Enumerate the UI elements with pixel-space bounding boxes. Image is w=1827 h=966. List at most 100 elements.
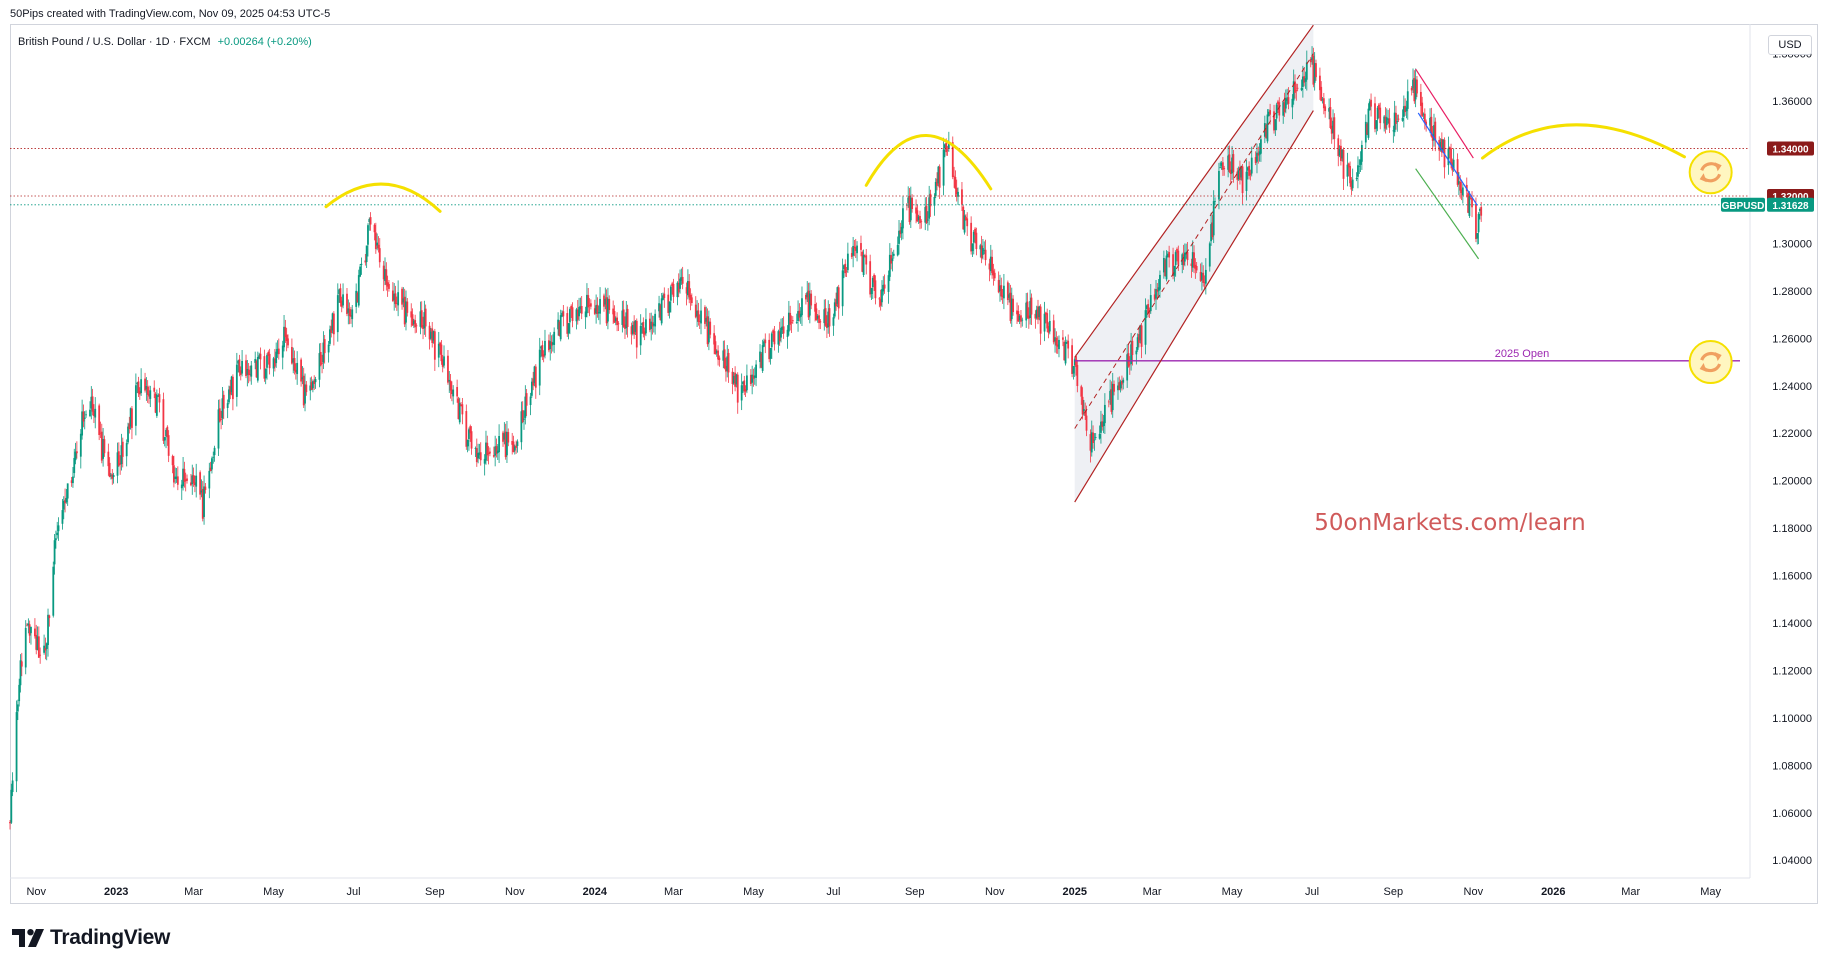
candle <box>319 342 322 367</box>
candle-body <box>272 358 275 369</box>
candle-body <box>521 410 524 423</box>
candle <box>1219 161 1222 169</box>
candle <box>356 291 359 303</box>
candle <box>1396 114 1399 132</box>
candle <box>962 205 965 230</box>
candle <box>626 304 629 338</box>
candle <box>1135 346 1138 365</box>
currency-selector[interactable]: USD <box>1768 35 1812 55</box>
candle-body <box>1425 121 1428 125</box>
candle <box>634 320 637 336</box>
x-tick-label: May <box>743 886 764 898</box>
x-tick-label: Nov <box>985 886 1005 898</box>
candle-body <box>700 310 702 324</box>
candle-body <box>991 256 994 273</box>
candle <box>561 310 563 318</box>
candle <box>850 247 853 260</box>
candle <box>953 166 955 188</box>
candle <box>1168 245 1171 268</box>
candle-body <box>1275 104 1278 119</box>
candle <box>1410 86 1413 96</box>
candle <box>15 700 18 793</box>
candle-body <box>1413 78 1416 102</box>
candle-body <box>73 457 76 474</box>
candle-body <box>263 356 266 379</box>
x-tick-label: 2024 <box>583 886 608 898</box>
candle <box>841 258 844 316</box>
candle-body <box>562 311 565 317</box>
candle <box>688 274 691 304</box>
candle <box>983 241 986 255</box>
candle <box>82 404 85 428</box>
candle-body <box>1006 282 1009 301</box>
candle <box>1017 305 1020 322</box>
candle-body <box>616 317 618 326</box>
candle <box>1030 293 1033 326</box>
candle <box>743 375 746 396</box>
candle-body <box>532 378 535 386</box>
candle <box>622 300 625 328</box>
candle-body <box>844 263 847 274</box>
candle <box>909 186 912 229</box>
candle-body <box>954 177 957 189</box>
candle-body <box>983 250 986 251</box>
candle <box>1366 122 1369 136</box>
symbol-legend[interactable]: British Pound / U.S. Dollar · 1D · FXCM … <box>18 36 312 48</box>
candle <box>173 455 175 488</box>
candle-body <box>652 324 655 326</box>
candle <box>182 456 184 491</box>
candle-body <box>963 215 966 233</box>
candle-body <box>773 331 776 345</box>
candle <box>230 375 233 396</box>
candle <box>1413 70 1416 104</box>
candle <box>521 401 524 424</box>
candle-body <box>441 358 444 367</box>
y-tick-label: 1.16000 <box>1772 571 1812 583</box>
candle <box>218 399 221 423</box>
candle-body <box>373 224 376 233</box>
candle-body <box>450 389 453 395</box>
candle <box>1258 143 1261 162</box>
candle-body <box>458 403 461 423</box>
candle <box>1166 251 1169 258</box>
candle <box>654 309 657 335</box>
candle-body <box>437 343 440 358</box>
candle-body <box>799 313 802 317</box>
candle <box>749 369 752 387</box>
wedge-upper-line <box>1415 68 1474 159</box>
candle-body <box>1350 180 1353 190</box>
candle <box>694 296 697 319</box>
candle <box>915 199 917 224</box>
candle <box>690 293 693 306</box>
candle <box>134 373 137 436</box>
candle-body <box>1145 305 1148 309</box>
candle-body <box>915 207 917 214</box>
candle <box>608 295 611 314</box>
candle <box>1433 113 1435 147</box>
candle-body <box>580 306 583 314</box>
candle <box>332 311 335 346</box>
candle <box>633 315 636 339</box>
candle <box>56 521 59 539</box>
candle-body <box>1080 386 1083 397</box>
candle-body <box>685 287 688 294</box>
candle <box>891 251 894 272</box>
candle-body <box>1201 273 1203 280</box>
candle-body <box>72 476 74 484</box>
candle <box>772 328 775 342</box>
candle-body <box>579 306 582 310</box>
candle-body <box>57 525 60 532</box>
tradingview-brand[interactable]: TradingView <box>12 926 170 950</box>
candle-body <box>846 253 849 271</box>
x-tick-label: May <box>1700 886 1721 898</box>
candle-body <box>1305 62 1308 80</box>
candle-body <box>411 314 414 326</box>
candle <box>1338 145 1341 158</box>
candle-body <box>255 361 258 378</box>
candle-body <box>1126 354 1129 381</box>
candle-body <box>1199 272 1202 281</box>
candle <box>896 236 899 257</box>
candle <box>816 314 819 323</box>
candle-body <box>296 362 299 375</box>
